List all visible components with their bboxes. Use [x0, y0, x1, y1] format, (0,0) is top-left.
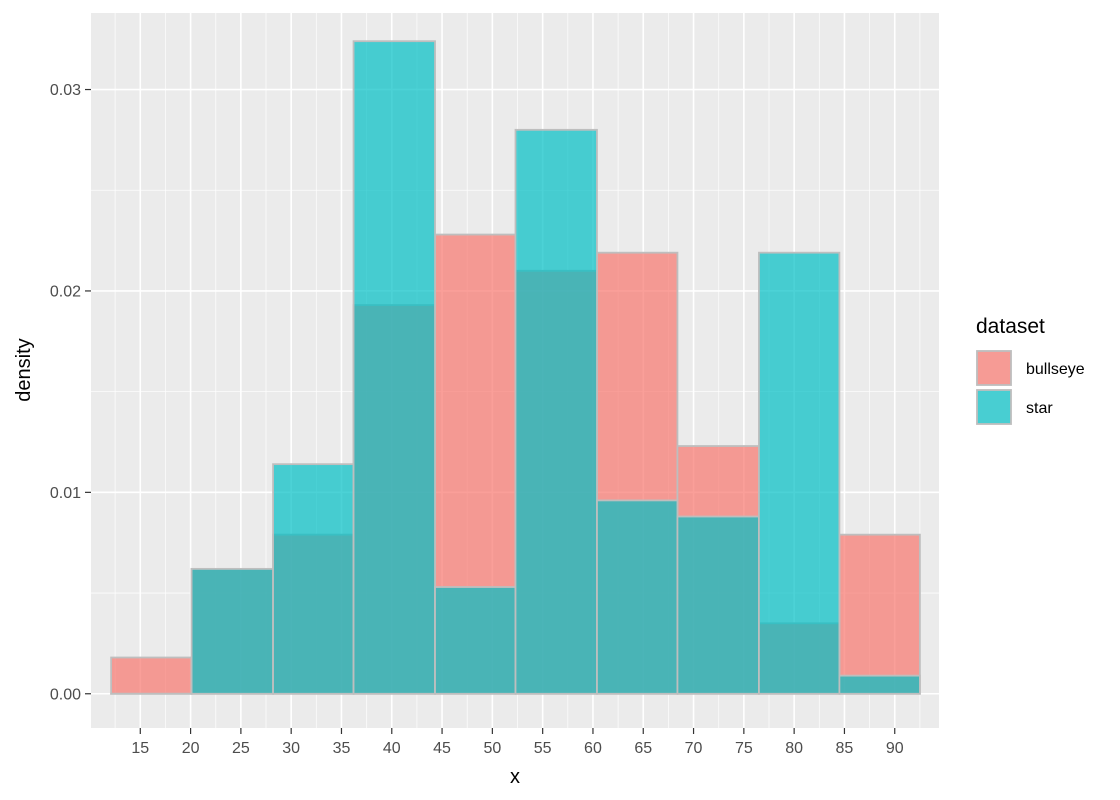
x-tick-label: 65 — [634, 740, 652, 757]
x-tick-label: 20 — [182, 740, 200, 757]
y-tick-label: 0.02 — [50, 283, 81, 300]
legend-label-star: star — [1026, 400, 1053, 417]
x-tick-label: 70 — [685, 740, 703, 757]
x-tick-label: 75 — [735, 740, 753, 757]
x-tick-label: 60 — [584, 740, 602, 757]
x-tick-label: 50 — [483, 740, 501, 757]
x-tick-label: 40 — [383, 740, 401, 757]
bar-star-3 — [352, 40, 436, 695]
x-tick-label: 45 — [433, 740, 451, 757]
bar-star-5 — [514, 128, 598, 695]
x-axis-title: x — [510, 766, 520, 788]
x-tick-label: 15 — [131, 740, 149, 757]
bar-star-2 — [272, 463, 355, 695]
legend-label-bullseye: bullseye — [1026, 361, 1085, 378]
x-tick-label: 30 — [282, 740, 300, 757]
y-tick-label: 0.01 — [50, 485, 81, 502]
bar-star-6 — [596, 499, 679, 695]
x-tick-label: 55 — [534, 740, 552, 757]
bar-bullseye-9 — [838, 533, 921, 695]
legend-swatch-bullseye — [976, 350, 1012, 386]
bars-group — [110, 40, 921, 695]
x-tick-label: 80 — [785, 740, 803, 757]
legend-title: dataset — [976, 315, 1045, 338]
legend-swatch-star — [976, 389, 1012, 425]
x-tick-label: 25 — [232, 740, 250, 757]
bar-star-7 — [676, 515, 760, 695]
y-axis: 0.00 0.01 0.02 0.03 — [50, 82, 91, 703]
bar-star-4 — [434, 586, 517, 695]
legend-items: bullseye star — [976, 350, 1085, 425]
legend: dataset bullseye star — [976, 315, 1085, 425]
y-axis-title: density — [13, 338, 35, 401]
series-star — [110, 40, 921, 695]
x-axis: 15 20 25 30 35 40 45 50 55 60 65 70 75 80 85 90 — [131, 728, 904, 757]
x-tick-label: 90 — [886, 740, 904, 757]
bar-star-8 — [758, 251, 841, 695]
bar-bullseye-0 — [110, 656, 193, 695]
x-tick-label: 35 — [333, 740, 351, 757]
x-tick-label: 85 — [836, 740, 854, 757]
y-tick-label: 0.00 — [50, 686, 81, 703]
bar-star-1 — [190, 567, 274, 695]
y-tick-label: 0.03 — [50, 82, 81, 99]
bar-star-9 — [838, 674, 921, 695]
